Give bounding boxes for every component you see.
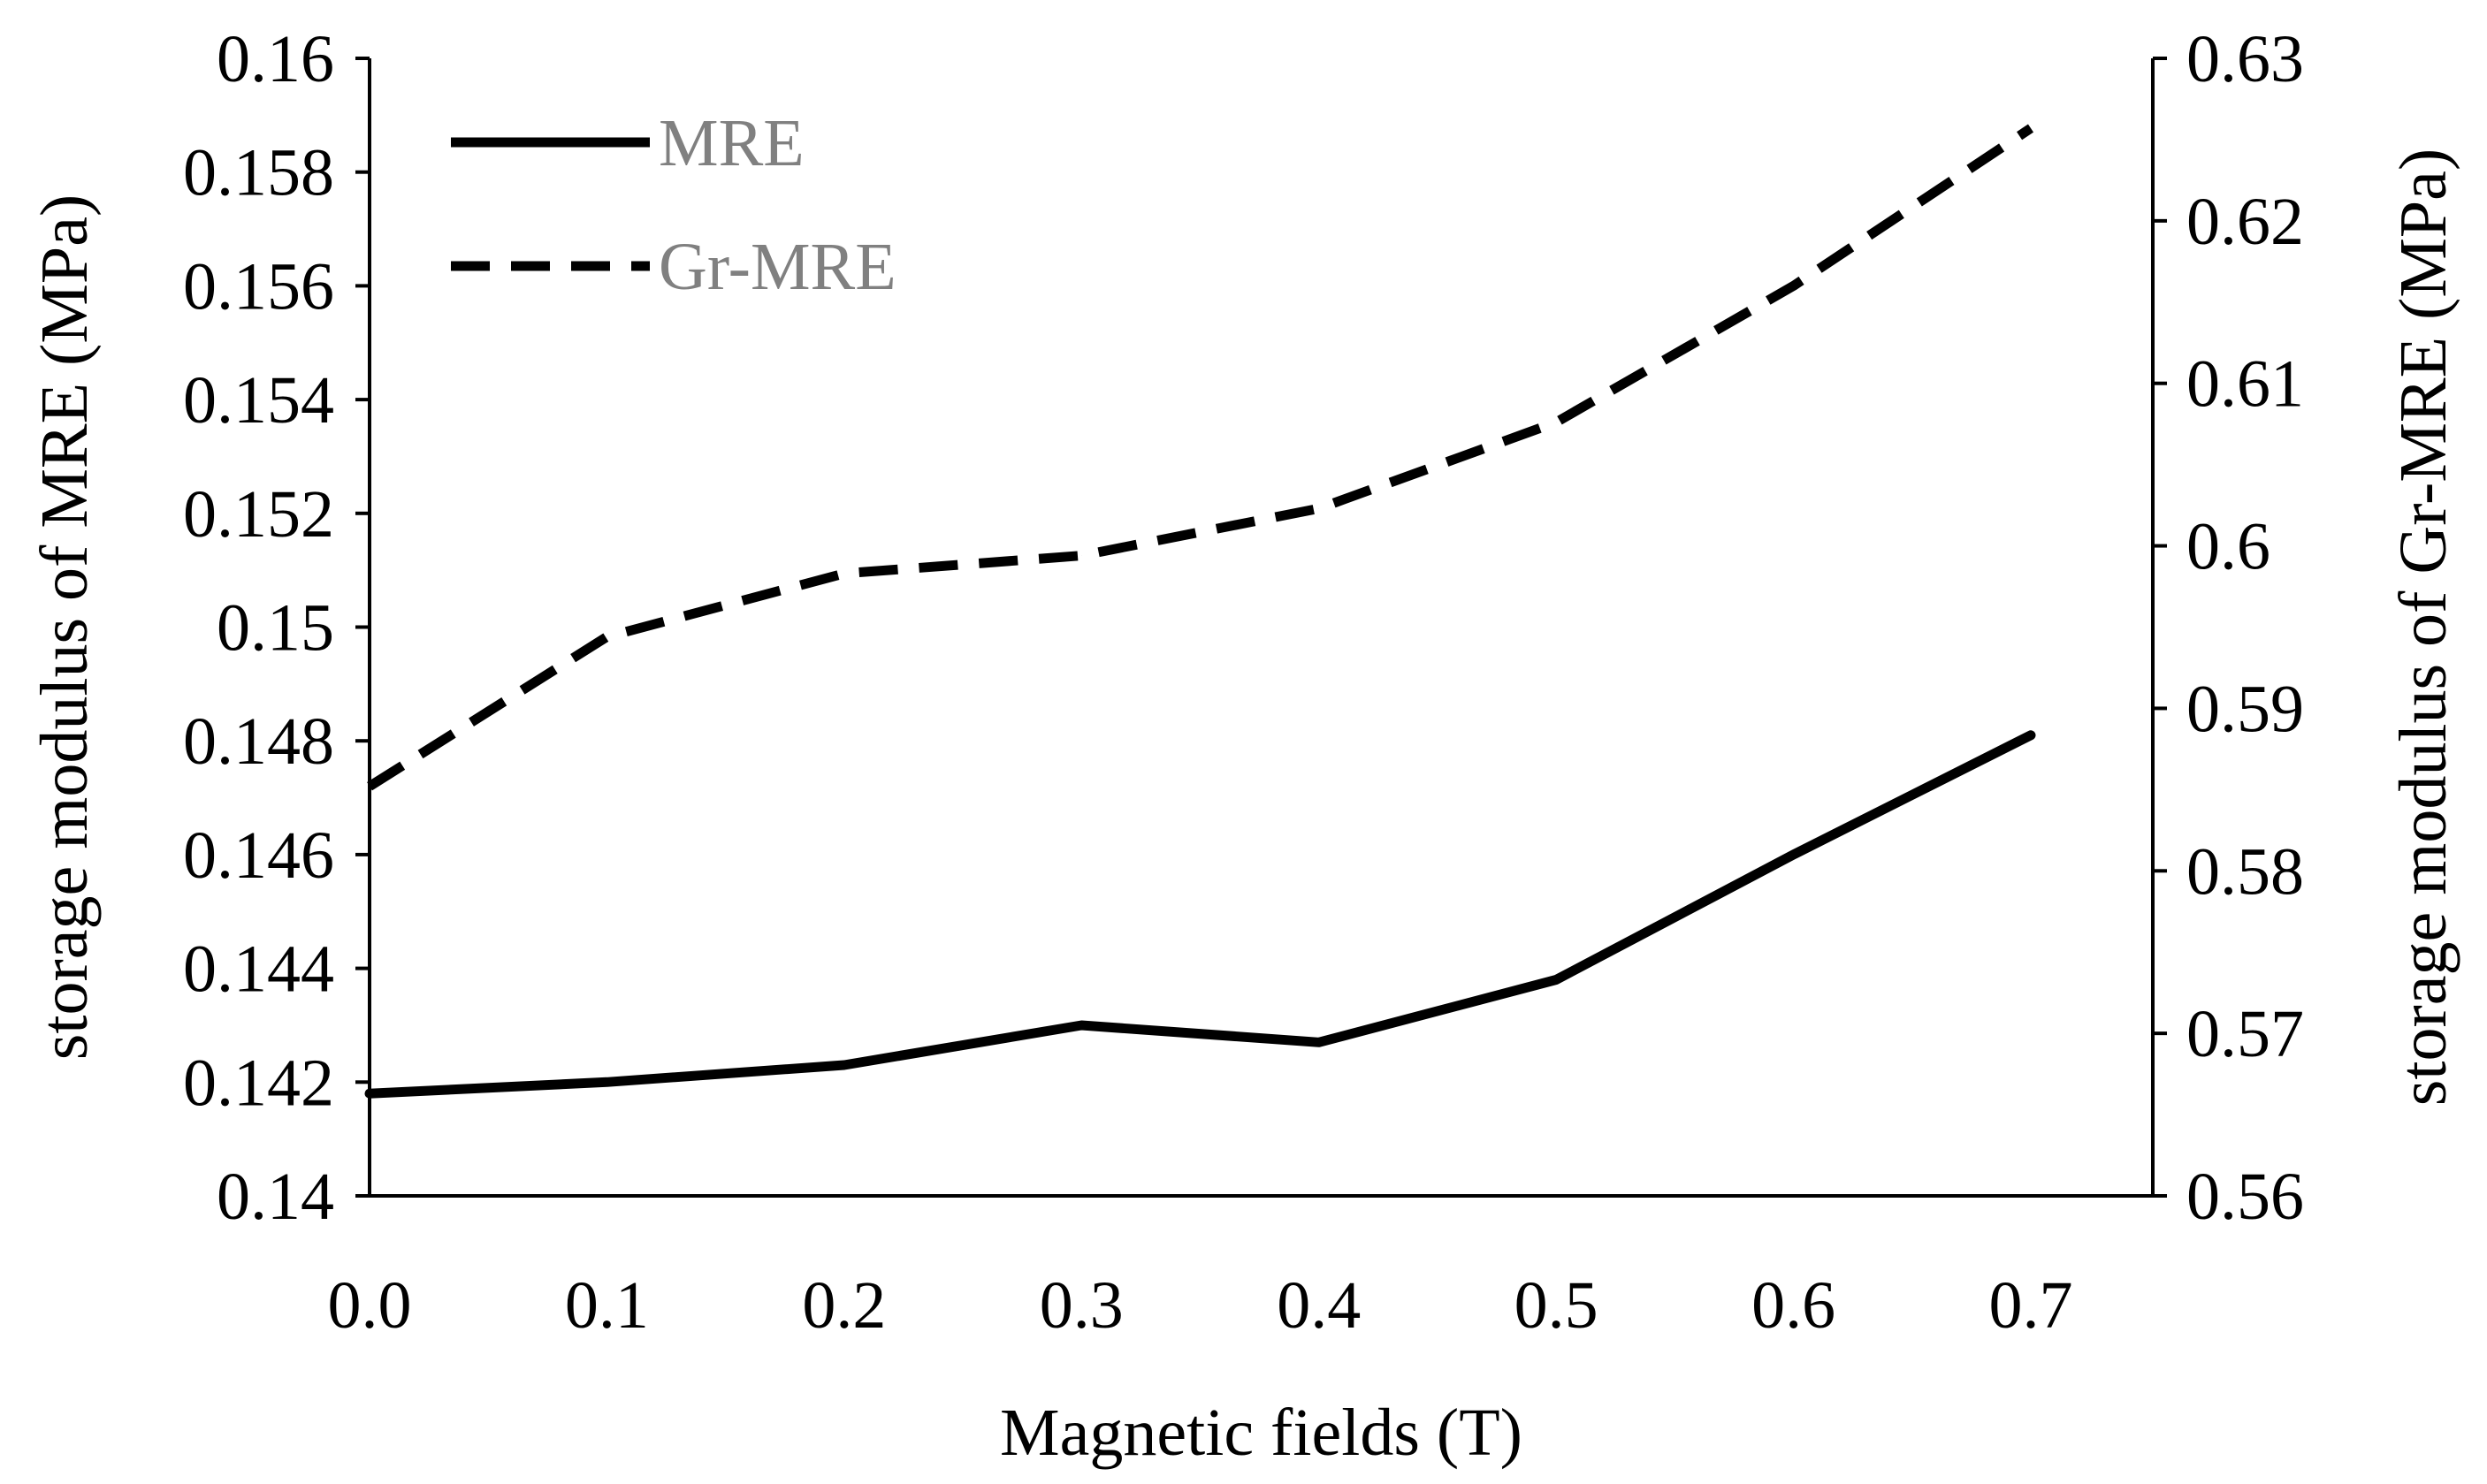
x-tick-label: 0.7 bbox=[1989, 1268, 2073, 1343]
series-line-mre bbox=[364, 730, 2036, 1099]
y-left-tick-label: 0.15 bbox=[217, 591, 334, 666]
y-left-tick-label: 0.154 bbox=[183, 363, 334, 438]
y-left-tick-label: 0.142 bbox=[183, 1046, 334, 1120]
y-left-tick-label: 0.14 bbox=[217, 1160, 334, 1234]
y-axis-right-title: storage modulus of Gr-MRE (MPa) bbox=[2386, 148, 2460, 1106]
x-tick-label: 0.5 bbox=[1514, 1268, 1598, 1343]
y-right-tick-label: 0.59 bbox=[2186, 672, 2304, 746]
y-right-tick-label: 0.6 bbox=[2186, 510, 2270, 584]
y-right-tick-label: 0.56 bbox=[2186, 1160, 2304, 1234]
y-right-tick-label: 0.58 bbox=[2186, 834, 2304, 909]
y-left-tick-label: 0.148 bbox=[183, 704, 334, 779]
legend-label: MRE bbox=[659, 106, 805, 180]
y-left-tick-label: 0.146 bbox=[183, 818, 334, 893]
x-tick-label: 0.2 bbox=[802, 1268, 886, 1343]
y-left-tick-label: 0.156 bbox=[183, 249, 334, 323]
series-layer bbox=[364, 124, 2036, 1099]
x-tick-label: 0.6 bbox=[1751, 1268, 1835, 1343]
legend-label: Gr-MRE bbox=[659, 230, 896, 304]
axes-layer: 0.14 0.142 0.144 0.146 0.148 0.15 0.152 0.154 0.… bbox=[183, 22, 2304, 1343]
y-left-tick-label: 0.144 bbox=[183, 932, 334, 1007]
y-right-tick-label: 0.61 bbox=[2186, 347, 2304, 422]
y-right-tick-label: 0.63 bbox=[2186, 22, 2304, 96]
legend: MRE Gr-MRE bbox=[451, 106, 896, 304]
series-line-gr-mre bbox=[367, 124, 2034, 791]
y-right-tick-label: 0.62 bbox=[2186, 185, 2304, 259]
y-right-tick-label: 0.57 bbox=[2186, 997, 2304, 1071]
x-tick-label: 0.1 bbox=[565, 1268, 649, 1343]
y-left-tick-label: 0.16 bbox=[217, 22, 334, 96]
x-tick-label: 0.4 bbox=[1277, 1268, 1361, 1343]
y-left-tick-label: 0.152 bbox=[183, 477, 334, 552]
y-left-tick-label: 0.158 bbox=[183, 136, 334, 210]
x-tick-label: 0.3 bbox=[1040, 1268, 1124, 1343]
y-axis-left-title: storage modulus of MRE (MPa) bbox=[27, 194, 102, 1060]
x-tick-label: 0.0 bbox=[328, 1268, 412, 1343]
x-axis-title: Magnetic fields (T) bbox=[1000, 1396, 1522, 1470]
